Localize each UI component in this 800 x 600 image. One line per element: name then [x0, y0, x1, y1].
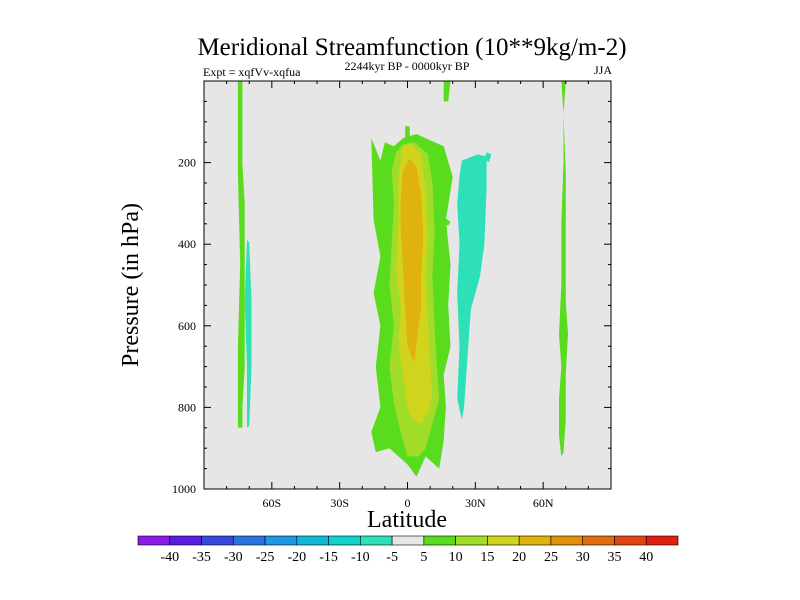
x-tick-label: 60S — [262, 496, 281, 510]
contour-region — [237, 81, 245, 428]
contour-region — [443, 81, 451, 102]
contour-region — [484, 152, 492, 163]
colorbar-box — [169, 535, 202, 546]
colorbar-box — [201, 535, 234, 546]
expt-label: Expt = xqfVv-xqfua — [203, 65, 301, 79]
colorbar-label: -10 — [351, 550, 370, 565]
plot-area: 60S 30S 0 30N 60N 200 400 600 800 1000 — [172, 80, 612, 510]
chart-title: Meridional Streamfunction (10**9kg/m-2) — [197, 34, 626, 61]
colorbar: -40 -35 -30 -25 -20 -15 -10 -5 5 10 15 20 25 30 35 40 — [137, 535, 679, 565]
colorbar-label: -30 — [224, 550, 243, 565]
axis-ticks: 60S 30S 0 30N 60N 200 400 600 800 1000 — [172, 81, 611, 510]
contour-region — [400, 158, 424, 363]
season-label: JJA — [594, 63, 612, 77]
colorbar-box — [296, 535, 329, 546]
contour-region — [244, 240, 252, 428]
colorbar-label: 5 — [420, 550, 427, 565]
colorbar-box — [518, 535, 552, 546]
colorbar-box — [645, 535, 679, 546]
colorbar-box — [455, 535, 488, 546]
y-tick-label: 600 — [178, 319, 196, 333]
colorbar-label: 35 — [607, 550, 621, 565]
colorbar-label: 10 — [449, 550, 463, 565]
colorbar-label: -25 — [256, 550, 275, 565]
colorbar-box — [264, 535, 298, 546]
colorbar-box — [232, 535, 266, 546]
y-tick-label: 200 — [178, 156, 196, 170]
colorbar-label: 30 — [576, 550, 590, 565]
contour-region — [457, 154, 487, 420]
colorbar-label: -15 — [319, 550, 338, 565]
colorbar-label: 25 — [544, 550, 558, 565]
contour-region — [559, 81, 568, 457]
colorbar-box — [360, 535, 393, 546]
colorbar-box — [328, 535, 361, 546]
y-tick-label: 1000 — [172, 482, 196, 496]
x-axis-label: Latitude — [367, 507, 447, 533]
x-tick-label: 30N — [465, 496, 486, 510]
y-tick-label: 400 — [178, 237, 196, 251]
colorbar-label: -20 — [287, 550, 306, 565]
colorbar-box — [423, 535, 456, 546]
x-tick-label: 60N — [533, 496, 554, 510]
colorbar-label: -40 — [160, 550, 179, 565]
x-tick-label: 30S — [330, 496, 349, 510]
colorbar-label: 40 — [639, 550, 653, 565]
colorbar-box — [391, 535, 425, 546]
colorbar-box — [487, 535, 520, 546]
colorbar-label: 20 — [512, 550, 526, 565]
y-tick-label: 800 — [178, 400, 196, 414]
period-label: 2244kyr BP - 0000kyr BP — [345, 59, 470, 73]
colorbar-box — [614, 535, 647, 546]
contour-region — [441, 215, 451, 226]
colorbar-box — [137, 535, 171, 546]
colorbar-label: -5 — [386, 550, 398, 565]
x-tick-label: 0 — [405, 496, 411, 510]
colorbar-label: 15 — [480, 550, 494, 565]
colorbar-box — [550, 535, 584, 546]
contour-region — [405, 125, 410, 139]
y-axis-label: Pressure (in hPa) — [118, 203, 144, 367]
colorbar-box — [582, 535, 615, 546]
colorbar-label: -35 — [192, 550, 211, 565]
contour-regions — [237, 81, 568, 477]
